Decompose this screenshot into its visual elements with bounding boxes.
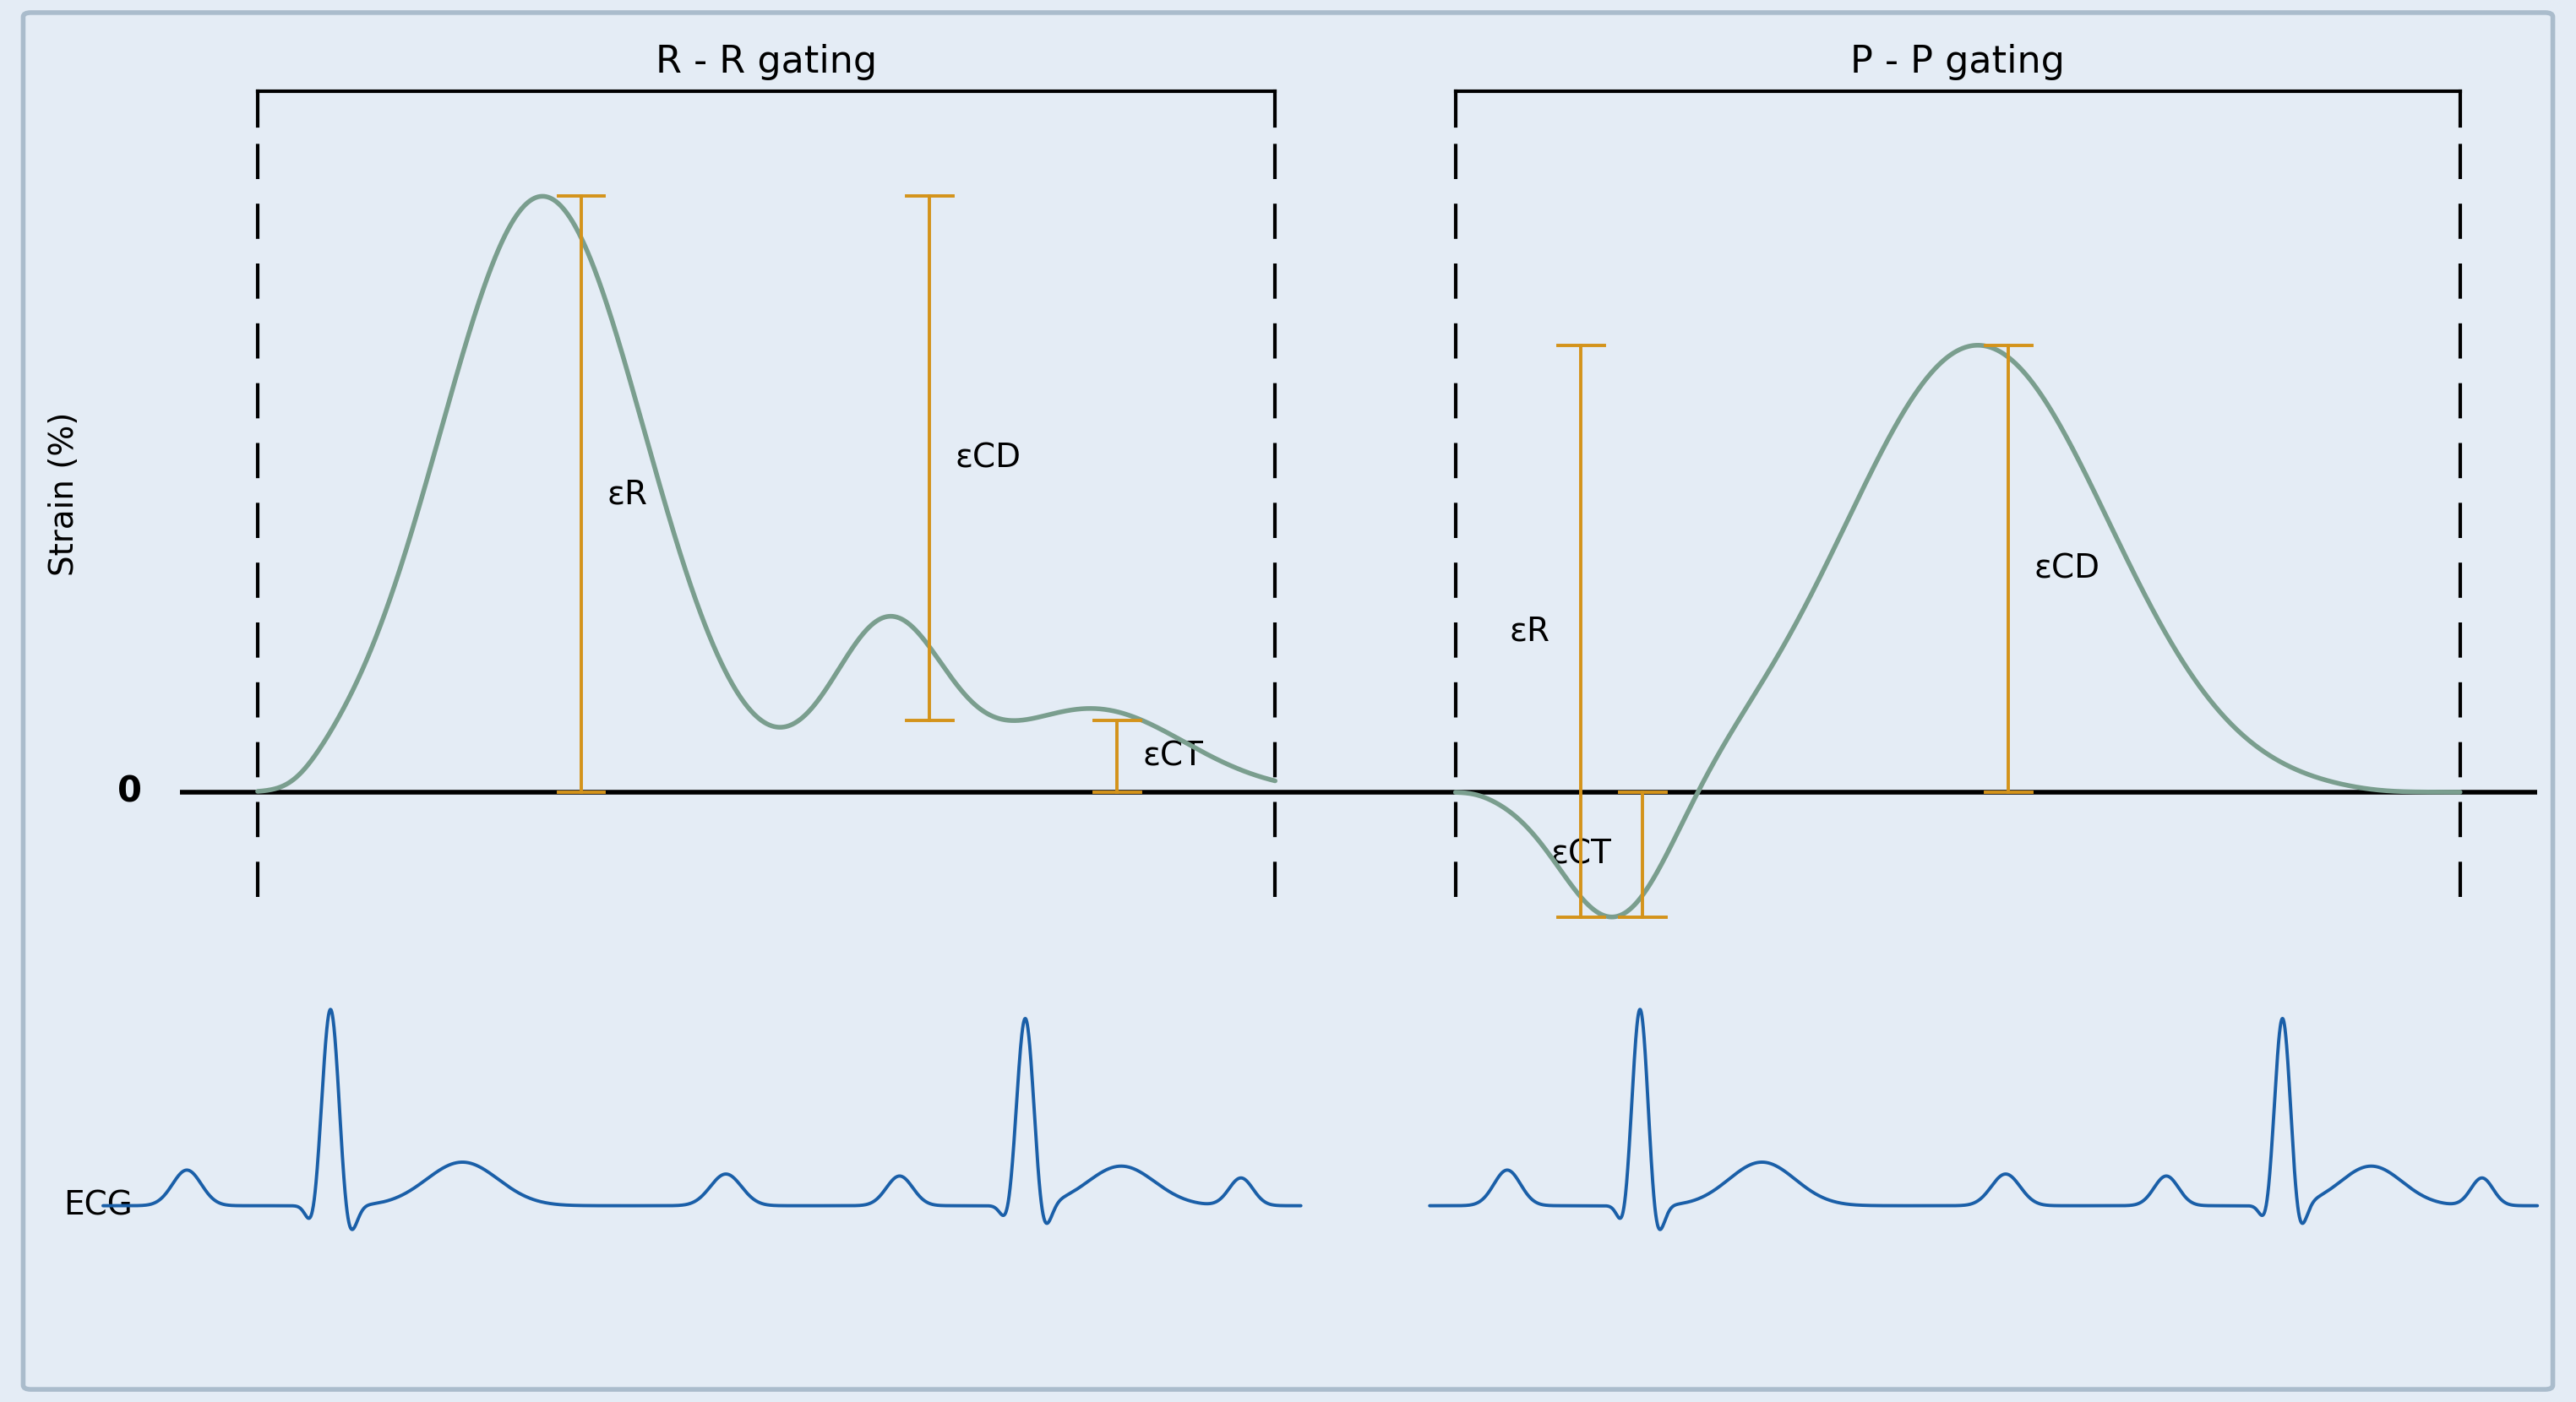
Text: εCD: εCD [2035, 552, 2099, 585]
Text: ECG: ECG [64, 1190, 131, 1221]
Text: R - R gating: R - R gating [657, 43, 876, 80]
Text: P - P gating: P - P gating [1850, 43, 2066, 80]
Text: εCT: εCT [1551, 838, 1613, 871]
Text: εR: εR [1510, 615, 1551, 648]
Text: 0: 0 [116, 774, 142, 810]
Text: εCT: εCT [1144, 740, 1203, 773]
Text: Strain (%): Strain (%) [49, 412, 80, 576]
Text: εR: εR [608, 478, 647, 510]
FancyBboxPatch shape [23, 13, 2553, 1389]
Text: εCD: εCD [956, 443, 1020, 474]
